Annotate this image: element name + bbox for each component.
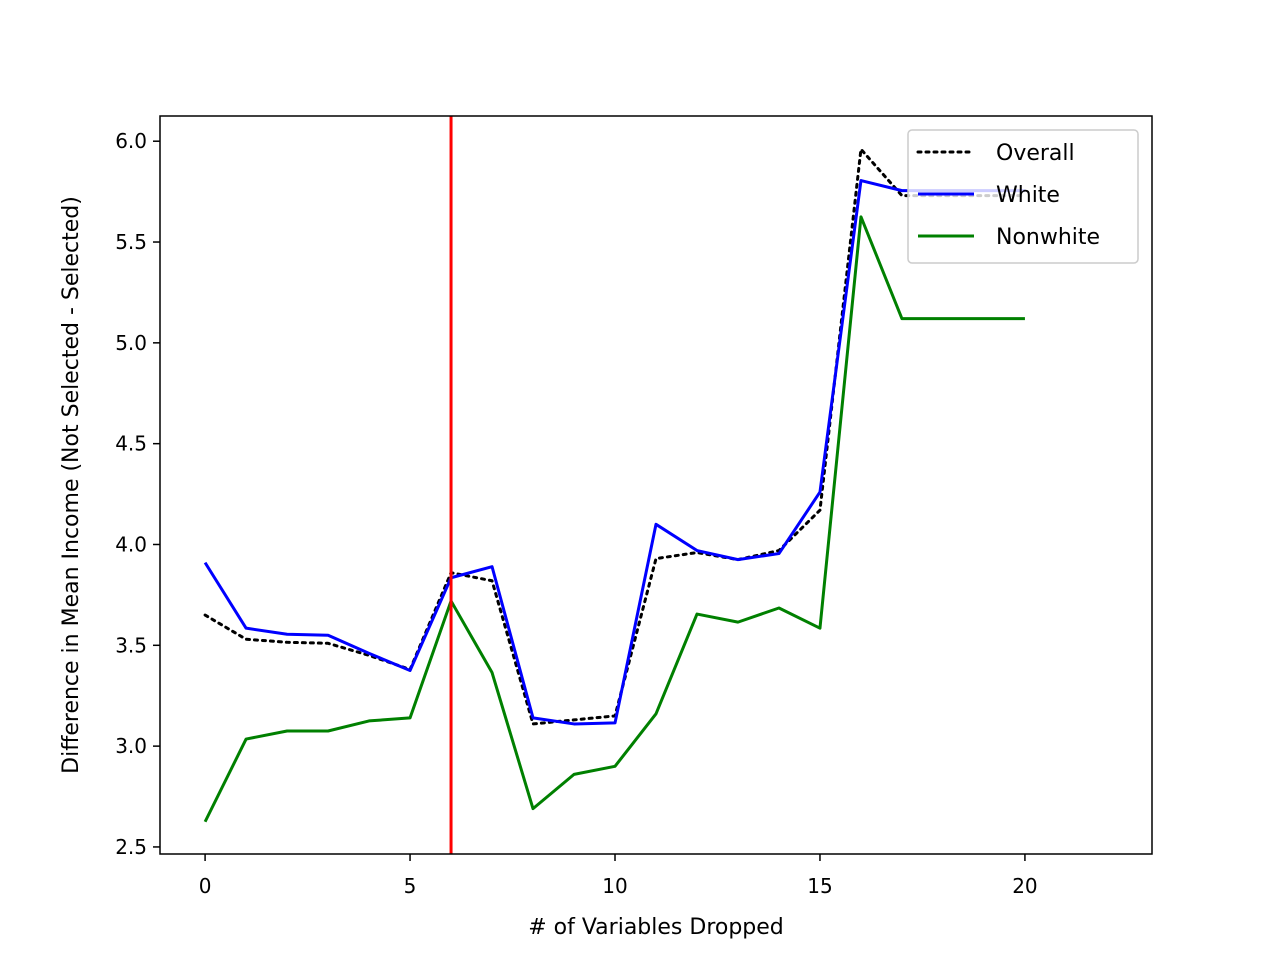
x-tick-label: 10 bbox=[602, 874, 627, 898]
series-line-nonwhite bbox=[203, 215, 1025, 823]
y-tick-label: 5.0 bbox=[115, 331, 147, 355]
y-tick-label: 3.0 bbox=[115, 734, 147, 758]
legend-label-overall: Overall bbox=[996, 141, 1075, 166]
x-tick-label: 0 bbox=[199, 874, 212, 898]
y-tick-label: 6.0 bbox=[115, 129, 147, 153]
x-tick-label: 15 bbox=[807, 874, 832, 898]
x-axis-label: # of Variables Dropped bbox=[528, 915, 784, 940]
y-tick-label: 4.0 bbox=[115, 532, 147, 556]
y-tick-label: 2.5 bbox=[115, 835, 147, 859]
plot-frame bbox=[159, 115, 1153, 855]
legend-label-white: White bbox=[996, 183, 1060, 208]
series-line-white bbox=[203, 179, 1025, 726]
y-tick-label: 4.5 bbox=[115, 432, 147, 456]
legend-label-nonwhite: Nonwhite bbox=[996, 225, 1100, 250]
y-tick-label: 5.5 bbox=[115, 230, 147, 254]
legend: Overall White Nonwhite bbox=[907, 129, 1139, 264]
x-tick-label: 20 bbox=[1012, 874, 1037, 898]
y-axis-label: Difference in Mean Income (Not Selected … bbox=[59, 196, 84, 774]
y-tick-label: 3.5 bbox=[115, 633, 147, 657]
x-tick-label: 5 bbox=[404, 874, 417, 898]
legend-box bbox=[907, 129, 1139, 264]
